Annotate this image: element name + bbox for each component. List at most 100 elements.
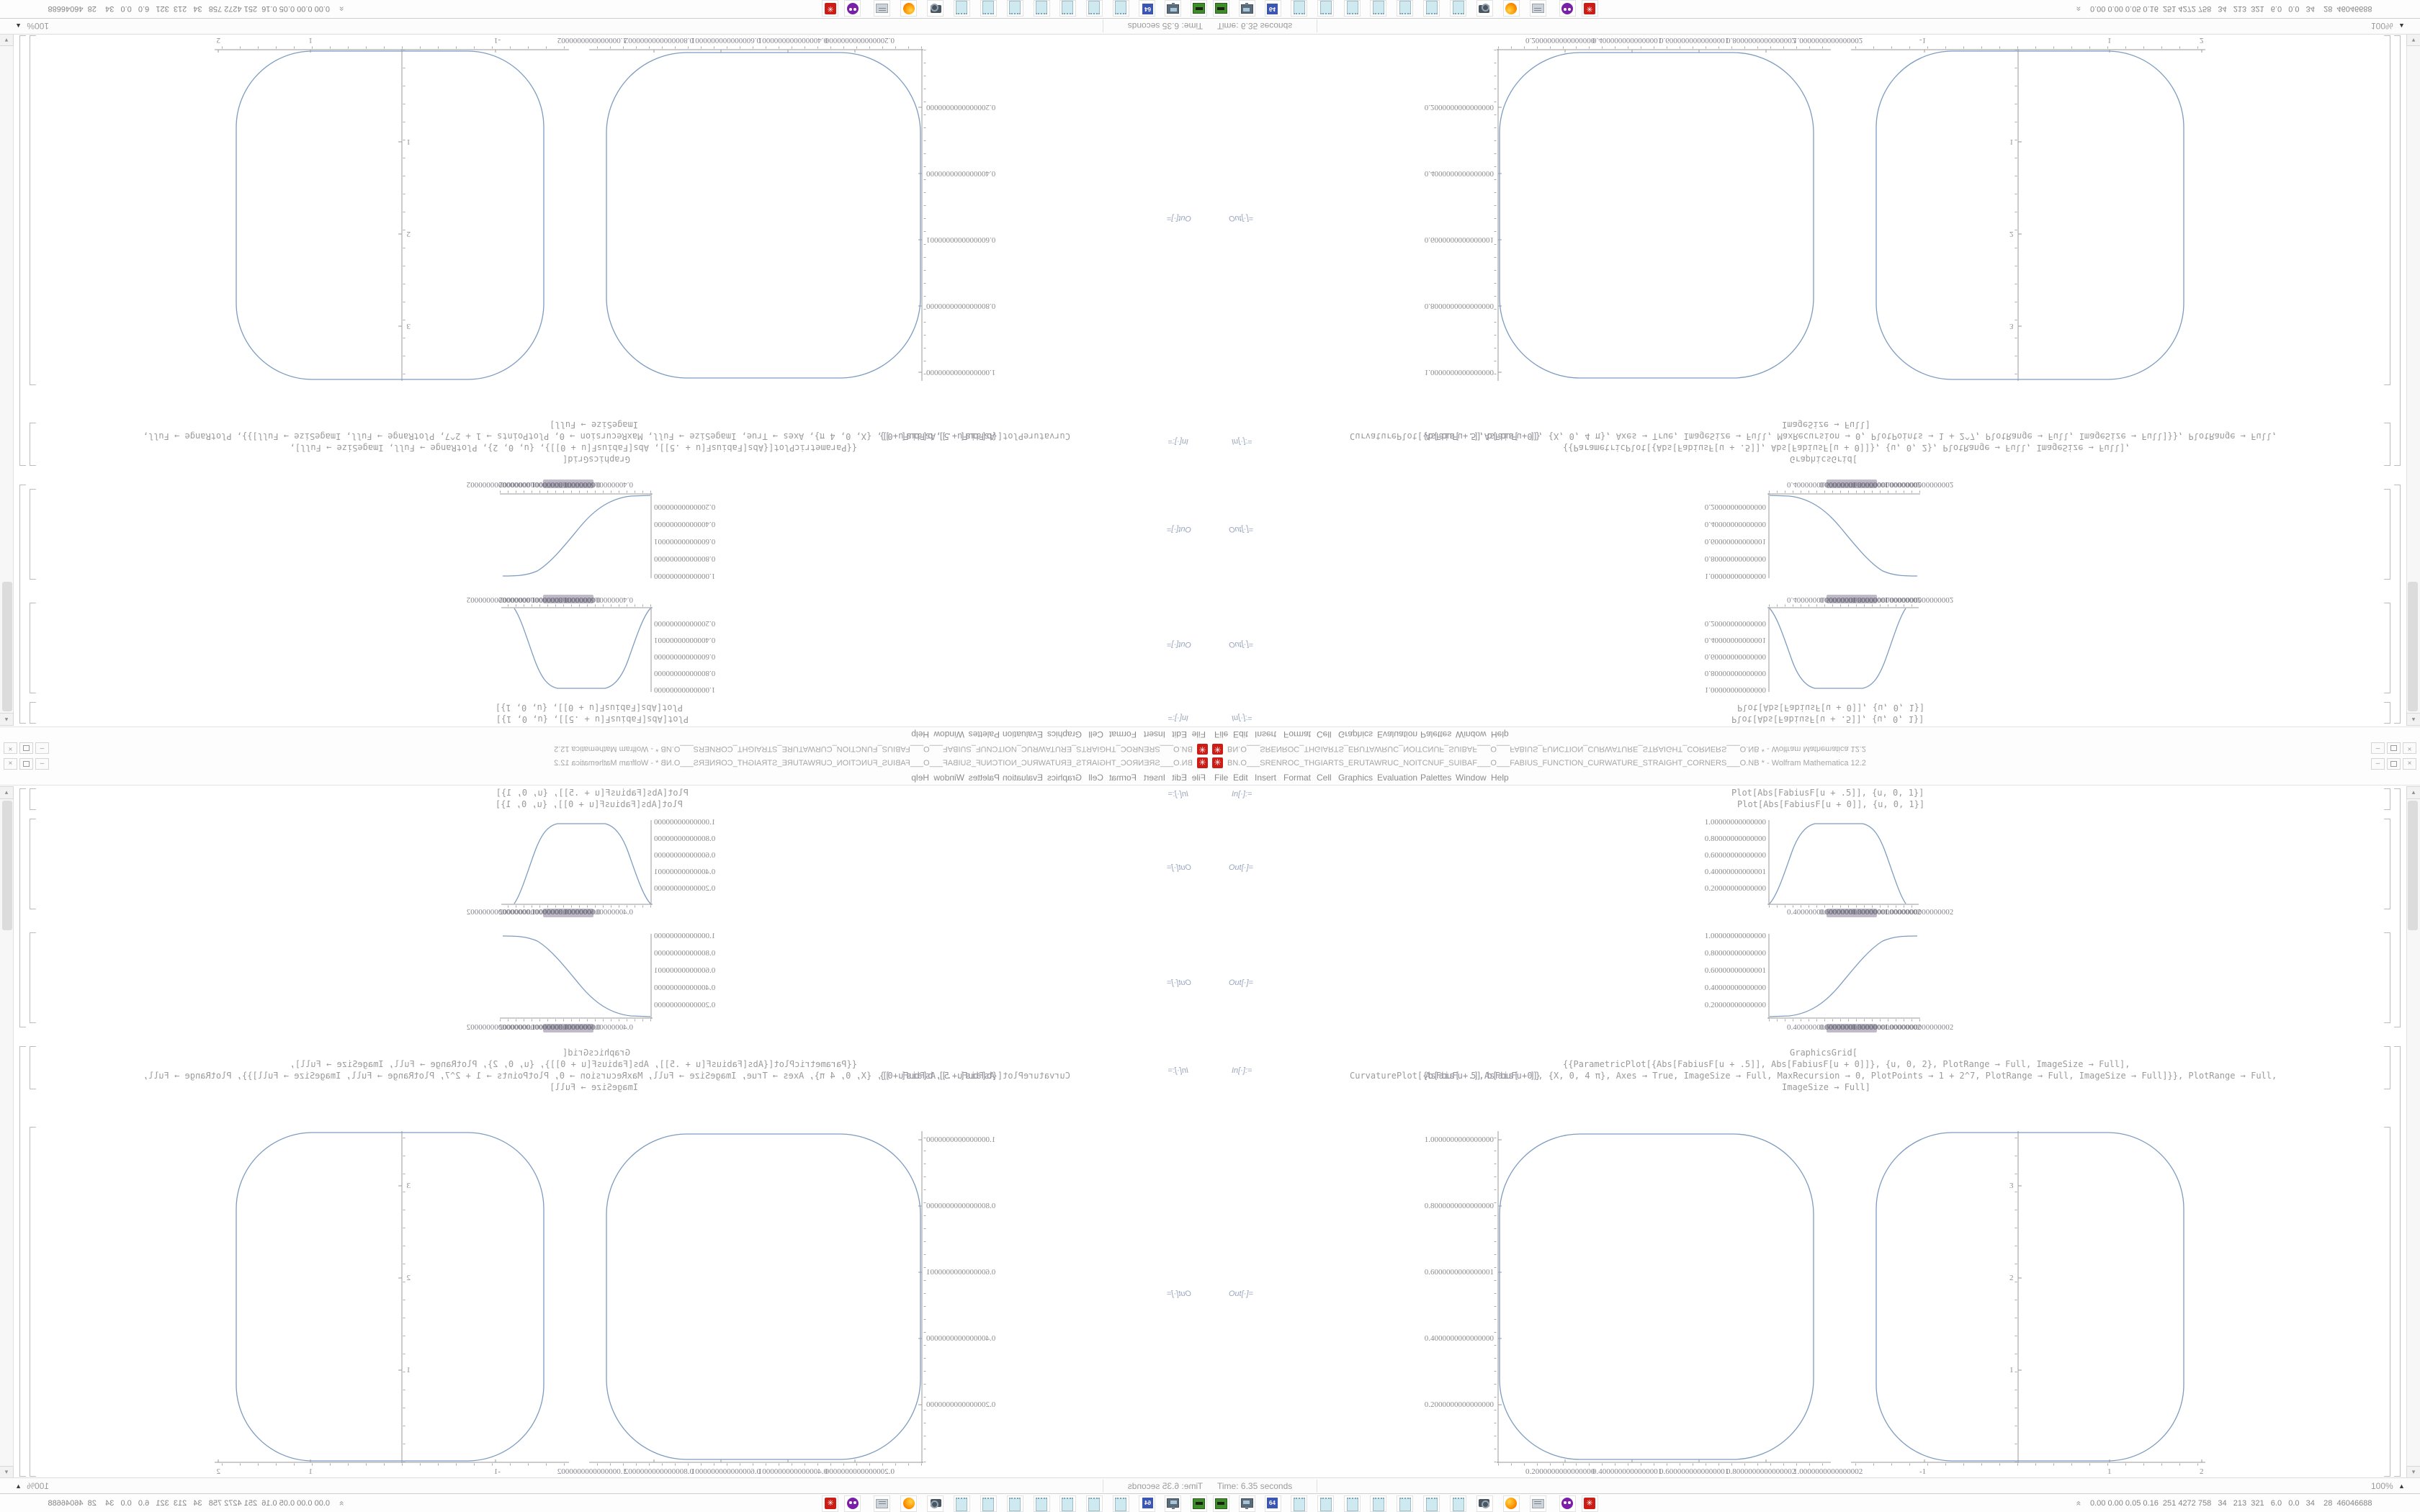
minimize-button[interactable]: – <box>35 742 49 754</box>
taskbar-notes-icon[interactable] <box>1317 1495 1334 1512</box>
cell-bracket-out3[interactable] <box>30 35 36 385</box>
taskbar-notes-icon[interactable] <box>1113 0 1129 17</box>
taskbar-notes-icon[interactable] <box>1291 0 1307 17</box>
taskbar-firefox-icon[interactable] <box>1503 0 1520 17</box>
taskbar-printer-icon[interactable] <box>874 1495 890 1512</box>
vertical-scrollbar[interactable] <box>2406 786 2420 1477</box>
cell-bracket-out3[interactable] <box>30 1127 36 1477</box>
code-gg4[interactable]: ImageSize → Full] <box>550 420 638 430</box>
cell-bracket-out3[interactable] <box>2384 35 2390 385</box>
menu-insert[interactable]: Insert <box>1255 729 1277 739</box>
zoom-level[interactable]: 100% <box>27 21 49 31</box>
code-gg1[interactable]: GraphicsGrid[ <box>1790 1048 1857 1058</box>
scroll-down-button[interactable]: ▾ <box>0 33 14 46</box>
window-titlebar[interactable]: ✳ BN.O___SRENROC_THGIARTS_ERUTAWRUC_NOIT… <box>0 742 1210 756</box>
close-button[interactable]: × <box>4 742 17 754</box>
maximize-button[interactable] <box>19 758 33 770</box>
menu-evaluation[interactable]: Evaluation <box>1002 729 1043 739</box>
cell-bracket-input1[interactable] <box>30 788 36 810</box>
code-gg1[interactable]: GraphicsGrid[ <box>1790 454 1857 464</box>
menu-file[interactable]: File <box>1191 729 1206 739</box>
taskbar-display-icon[interactable] <box>1165 0 1181 17</box>
taskbar-notes-icon[interactable] <box>954 1495 970 1512</box>
taskbar-firefox-icon[interactable] <box>900 1495 917 1512</box>
taskbar-owl-icon[interactable] <box>844 0 861 17</box>
taskbar-mathematica-icon[interactable]: ✳ <box>1582 0 1598 17</box>
minimize-button[interactable]: – <box>2371 758 2385 770</box>
taskbar-notes-icon[interactable] <box>1034 1495 1050 1512</box>
taskbar-floppy-icon[interactable]: 64 <box>1265 0 1281 17</box>
zoom-dropdown-icon[interactable]: ▲ <box>15 22 22 30</box>
cell-bracket-out1[interactable] <box>30 603 36 693</box>
cell-group-bracket1[interactable] <box>19 788 26 1027</box>
close-button[interactable]: × <box>4 758 17 770</box>
taskbar-notes-icon[interactable] <box>1113 1495 1129 1512</box>
scrollbar-thumb[interactable] <box>2 801 12 930</box>
collapse-chevron-icon[interactable]: « <box>2074 6 2084 12</box>
menu-insert[interactable]: Insert <box>1143 773 1165 783</box>
minimize-button[interactable]: – <box>35 758 49 770</box>
menu-file[interactable]: File <box>1191 773 1206 783</box>
menu-palettes[interactable]: Palettes <box>1420 773 1452 783</box>
code-gg2[interactable]: {{ParametricPlot[{Abs[FabiusF[u + .5]], … <box>290 443 857 453</box>
menu-format[interactable]: Format <box>1108 773 1137 783</box>
menu-window[interactable]: Window <box>933 773 964 783</box>
code-plot1[interactable]: Plot[Abs[FabiusF[u + .5]], {u, 0, 1}] <box>1731 714 1924 724</box>
taskbar-printer-icon[interactable] <box>1530 0 1546 17</box>
menu-help[interactable]: Help <box>911 729 929 739</box>
menu-help[interactable]: Help <box>911 773 929 783</box>
code-plot1[interactable]: Plot[Abs[FabiusF[u + .5]], {u, 0, 1}] <box>496 788 689 798</box>
cell-bracket-input2[interactable] <box>30 423 36 466</box>
cell-bracket-out2[interactable] <box>30 489 36 580</box>
cell-bracket-out2[interactable] <box>30 932 36 1023</box>
close-button[interactable]: × <box>2403 742 2416 754</box>
taskbar-notes-icon[interactable] <box>1344 0 1361 17</box>
menu-edit[interactable]: Edit <box>1172 729 1187 739</box>
taskbar-notes-icon[interactable] <box>954 0 970 17</box>
cell-bracket-input2[interactable] <box>2384 1046 2390 1089</box>
taskbar-owl-icon[interactable] <box>1559 1495 1576 1512</box>
cell-bracket-input1[interactable] <box>2384 702 2390 724</box>
code-plot1[interactable]: Plot[Abs[FabiusF[u + .5]], {u, 0, 1}] <box>496 714 689 724</box>
taskbar-mathematica-icon[interactable]: ✳ <box>822 1495 838 1512</box>
scroll-down-button[interactable]: ▾ <box>2406 33 2420 46</box>
menu-palettes[interactable]: Palettes <box>968 773 1000 783</box>
taskbar-screenshot-icon[interactable] <box>927 0 944 17</box>
taskbar-printer-icon[interactable] <box>874 0 890 17</box>
cell-bracket-input2[interactable] <box>30 1046 36 1089</box>
taskbar-storage-icon[interactable] <box>1213 0 1229 17</box>
menu-format[interactable]: Format <box>1283 729 1312 739</box>
menu-cell[interactable]: Cell <box>1088 773 1103 783</box>
taskbar-notes-icon[interactable] <box>1450 0 1466 17</box>
cell-group-bracket2[interactable] <box>2394 35 2401 466</box>
taskbar-notes-icon[interactable] <box>1059 0 1076 17</box>
taskbar-owl-icon[interactable] <box>1559 0 1576 17</box>
taskbar-floppy-icon[interactable]: 64 <box>1139 1495 1155 1512</box>
taskbar-notes-icon[interactable] <box>1034 0 1050 17</box>
scrollbar-thumb[interactable] <box>2408 801 2418 930</box>
cell-bracket-out1[interactable] <box>2384 819 2390 909</box>
code-gg3[interactable]: CurvaturePlot[{Abs[FabiusF[u + .5]], Abs… <box>1350 1071 2277 1081</box>
menu-window[interactable]: Window <box>933 729 964 739</box>
code-gg4[interactable]: ImageSize → Full] <box>550 1082 638 1092</box>
cell-bracket-out1[interactable] <box>30 819 36 909</box>
taskbar-owl-icon[interactable] <box>844 1495 861 1512</box>
zoom-dropdown-icon[interactable]: ▲ <box>2398 22 2405 30</box>
taskbar-notes-icon[interactable] <box>1370 0 1386 17</box>
code-gg3[interactable]: CurvaturePlot[{Abs[FabiusF[u + .5]], Abs… <box>1350 431 2277 441</box>
menu-cell[interactable]: Cell <box>1088 729 1103 739</box>
window-titlebar[interactable]: ✳ BN.O___SRENROC_THGIARTS_ERUTAWRUC_NOIT… <box>0 756 1210 770</box>
scroll-up-button[interactable]: ▴ <box>0 786 14 799</box>
zoom-level[interactable]: 100% <box>2371 21 2393 31</box>
taskbar-notes-icon[interactable] <box>980 1495 997 1512</box>
taskbar-notes-icon[interactable] <box>1291 1495 1307 1512</box>
taskbar-notes-icon[interactable] <box>1344 1495 1361 1512</box>
cell-bracket-input2[interactable] <box>2384 423 2390 466</box>
taskbar-storage-icon[interactable] <box>1213 1495 1229 1512</box>
taskbar-notes-icon[interactable] <box>980 0 997 17</box>
menu-help[interactable]: Help <box>1491 773 1509 783</box>
cell-bracket-out1[interactable] <box>2384 603 2390 693</box>
menu-graphics[interactable]: Graphics <box>1338 729 1373 739</box>
menu-graphics[interactable]: Graphics <box>1338 773 1373 783</box>
zoom-dropdown-icon[interactable]: ▲ <box>2398 1482 2405 1490</box>
